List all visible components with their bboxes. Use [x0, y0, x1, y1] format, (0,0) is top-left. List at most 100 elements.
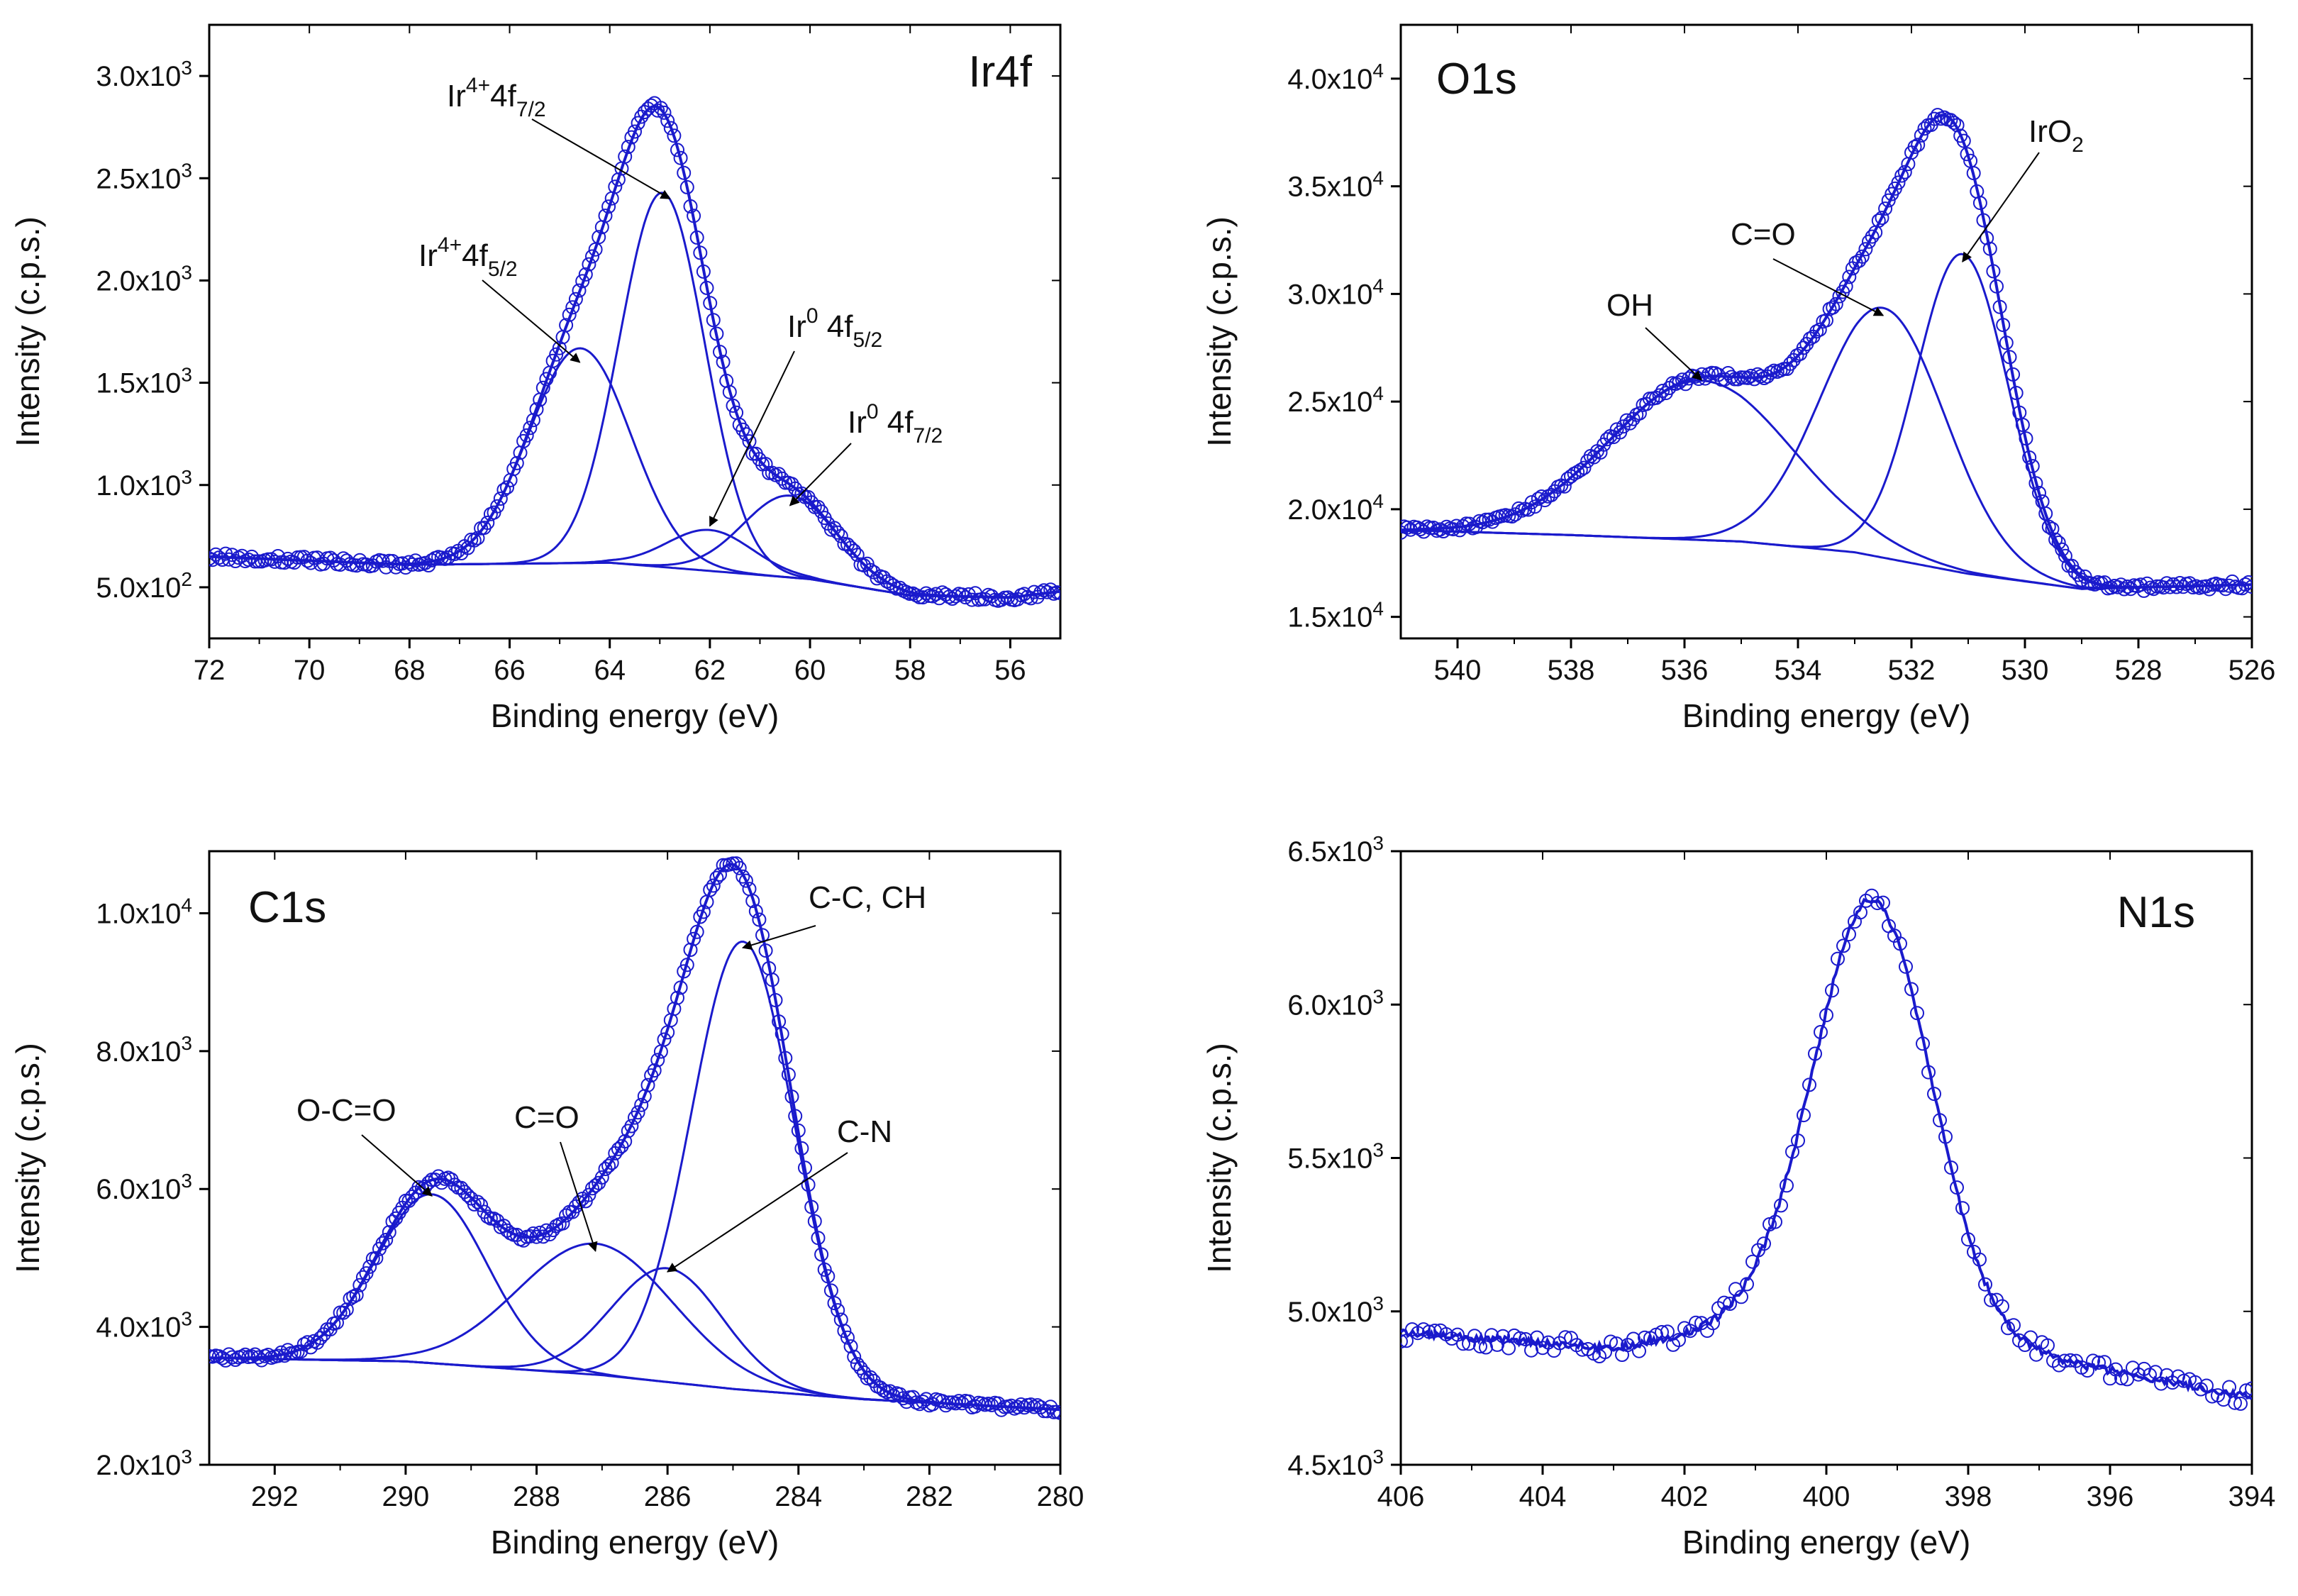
- data-point: [637, 105, 652, 119]
- data-point: [1963, 153, 1978, 168]
- data-point: [738, 873, 753, 888]
- data-point: [791, 1123, 806, 1138]
- data-point: [2097, 1355, 2111, 1370]
- annotation-arrow: [666, 1152, 848, 1273]
- data-point: [2041, 519, 2056, 534]
- envelope-fit: [209, 104, 1060, 599]
- data-point: [807, 499, 822, 514]
- data-point: [2160, 576, 2174, 591]
- data-point: [1615, 1348, 1629, 1362]
- data-point: [1711, 1301, 1726, 1316]
- y-tick-exponent: 3: [181, 364, 192, 386]
- data-point: [670, 143, 684, 157]
- data-point: [359, 1266, 374, 1281]
- data-point: [300, 1335, 315, 1350]
- data-point: [594, 220, 609, 235]
- y-tick-exponent: 4: [181, 894, 192, 916]
- data-point: [634, 1097, 649, 1112]
- data-point: [474, 1197, 489, 1212]
- peak-annotation: C-N: [666, 1114, 892, 1273]
- data-point: [677, 964, 692, 979]
- x-tick-label: 404: [1519, 1481, 1567, 1512]
- x-tick-label: 56: [994, 655, 1026, 686]
- data-point: [1626, 411, 1641, 426]
- data-point: [657, 105, 672, 120]
- y-tick-mantissa: 4.0x10: [1287, 64, 1372, 95]
- data-point: [843, 1339, 858, 1354]
- data-point: [565, 1204, 580, 1219]
- data-point: [500, 480, 514, 495]
- data-point: [1728, 1282, 1743, 1297]
- data-point: [1428, 1324, 1442, 1338]
- data-point: [474, 521, 489, 536]
- y-tick-mantissa: 6.5x10: [1287, 836, 1372, 868]
- x-tick-label: 394: [2228, 1481, 2276, 1512]
- x-tick-label: 532: [1888, 655, 1936, 686]
- data-point: [1930, 108, 1945, 123]
- data-point: [2009, 386, 2024, 400]
- data-point: [392, 556, 406, 571]
- data-point: [588, 1178, 603, 1193]
- data-point: [280, 551, 295, 566]
- data-point: [355, 1270, 370, 1285]
- y-axis-label: Intensity (c.p.s.): [1201, 216, 1238, 447]
- annotation-label: C-N: [837, 1114, 892, 1149]
- y-tick-mantissa: 1.5x10: [96, 368, 181, 399]
- data-point: [823, 1283, 838, 1298]
- y-tick-exponent: 3: [1372, 985, 1384, 1007]
- y-tick-label: 2.0x104: [1287, 490, 1384, 526]
- data-point: [450, 543, 465, 558]
- x-tick-label: 62: [694, 655, 726, 686]
- data-point: [679, 958, 694, 972]
- y-tick-exponent: 3: [1372, 1292, 1384, 1314]
- data-point: [821, 1269, 836, 1284]
- data-point: [1904, 982, 1919, 997]
- data-point: [1623, 416, 1638, 431]
- x-tick-label: 396: [2087, 1481, 2134, 1512]
- data-point: [562, 307, 577, 322]
- y-tick-exponent: 3: [181, 57, 192, 79]
- annotation-label: Ir0 4f5/2: [787, 304, 882, 352]
- data-point: [945, 1395, 960, 1410]
- data-point: [385, 1214, 400, 1229]
- data-point: [398, 1193, 413, 1208]
- data-point: [382, 1225, 396, 1240]
- x-tick-label: 402: [1661, 1481, 1709, 1512]
- data-point: [1982, 241, 1997, 256]
- data-point: [543, 1227, 557, 1242]
- data-point: [853, 557, 868, 572]
- data-point: [847, 1349, 862, 1364]
- x-tick-label: 528: [2115, 655, 2163, 686]
- y-tick-label: 1.5x103: [96, 364, 192, 399]
- y-tick-mantissa: 8.0x10: [96, 1036, 181, 1068]
- data-point: [1984, 1292, 1998, 1307]
- data-point: [781, 1067, 796, 1082]
- annotation-label: Ir4+4f5/2: [418, 233, 518, 281]
- data-point: [1875, 211, 1889, 226]
- data-point: [1530, 1330, 1544, 1345]
- data-point: [313, 1331, 328, 1346]
- data-point: [1955, 1201, 1970, 1216]
- data-point: [1848, 914, 1862, 929]
- data-point: [889, 1386, 904, 1401]
- data-point: [523, 421, 538, 436]
- y-tick-exponent: 3: [181, 261, 192, 283]
- data-point: [1921, 1065, 1936, 1080]
- data-point: [575, 274, 590, 289]
- peak-annotation: Ir4+4f7/2: [447, 74, 671, 199]
- data-point: [496, 482, 511, 497]
- y-tick-label: 2.0x103: [96, 1446, 192, 1481]
- data-point: [1609, 1336, 1623, 1351]
- data-point: [1488, 511, 1503, 525]
- y-tick-label: 4.0x103: [96, 1308, 192, 1343]
- y-tick-exponent: 3: [181, 1170, 192, 1192]
- data-point: [693, 909, 708, 924]
- panel-title: N1s: [2117, 888, 2195, 937]
- data-point: [2185, 580, 2200, 594]
- data-point: [748, 904, 763, 919]
- data-point: [1780, 1178, 1794, 1193]
- annotation-label-part: 5/2: [853, 328, 883, 352]
- annotation-label-part: 2: [2072, 133, 2084, 157]
- data-point: [1734, 370, 1748, 385]
